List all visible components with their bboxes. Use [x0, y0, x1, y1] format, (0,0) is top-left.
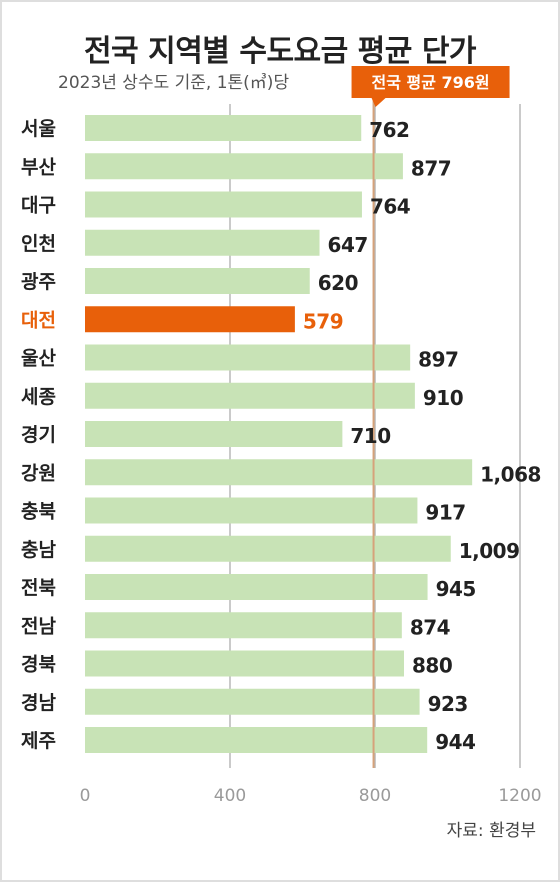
average-callout-pointer — [371, 98, 386, 107]
data-label: 710 — [350, 424, 390, 448]
data-label: 647 — [328, 233, 368, 257]
average-callout-box — [351, 66, 510, 98]
average-callout-label: 전국 평균 796원 — [371, 73, 489, 92]
bar — [85, 497, 418, 524]
x-tick-label: 800 — [359, 786, 391, 806]
data-label: 923 — [428, 692, 468, 716]
category-label: 충남 — [21, 539, 56, 561]
bar — [85, 115, 362, 141]
bar — [85, 535, 451, 562]
category-label: 충북 — [21, 501, 56, 523]
category-label: 경북 — [21, 654, 56, 676]
data-label: 944 — [435, 730, 475, 754]
data-label: 880 — [412, 654, 452, 678]
bar — [85, 421, 343, 447]
x-tick-label: 400 — [214, 786, 246, 806]
category-label: 인천 — [21, 233, 56, 255]
x-tick-label: 0 — [80, 786, 91, 806]
data-label: 877 — [411, 156, 451, 180]
data-label: 897 — [418, 348, 458, 372]
category-label: 전북 — [21, 577, 56, 599]
data-label: 945 — [436, 577, 476, 601]
bar — [85, 229, 320, 256]
category-label: 세종 — [21, 386, 56, 408]
data-label: 1,009 — [459, 539, 520, 563]
bar — [85, 191, 362, 218]
category-label: 제주 — [21, 730, 56, 752]
bar — [85, 574, 428, 600]
bar — [85, 268, 310, 294]
data-label: 762 — [369, 118, 409, 142]
category-label: 대전 — [21, 309, 56, 331]
bar — [85, 650, 404, 677]
data-label: 910 — [423, 386, 463, 410]
data-label: 764 — [370, 195, 410, 219]
data-label: 917 — [425, 501, 465, 525]
category-label: 강원 — [21, 462, 56, 484]
chart-subtitle: 2023년 상수도 기준, 1톤(㎥)당 — [58, 73, 290, 93]
bar — [85, 306, 295, 333]
x-tick-label: 1200 — [498, 786, 541, 806]
bar — [85, 153, 403, 180]
bar — [85, 688, 420, 715]
category-label: 광주 — [21, 271, 56, 293]
data-label: 620 — [318, 271, 358, 295]
bar — [85, 727, 428, 753]
category-label: 경남 — [21, 692, 56, 714]
bar — [85, 459, 473, 486]
source-note: 자료: 환경부 — [446, 821, 536, 841]
bar — [85, 344, 411, 371]
bar — [85, 612, 402, 639]
category-label: 서울 — [21, 118, 56, 140]
category-label: 대구 — [21, 195, 56, 217]
category-label: 전남 — [21, 615, 56, 637]
data-label: 579 — [303, 309, 343, 333]
data-label: 874 — [410, 615, 450, 639]
bar — [85, 382, 415, 409]
chart-title: 전국 지역별 수도요금 평균 단가 — [83, 34, 477, 69]
category-label: 부산 — [21, 156, 56, 178]
data-label: 1,068 — [480, 462, 541, 486]
category-label: 울산 — [21, 348, 56, 370]
category-label: 경기 — [21, 424, 56, 446]
